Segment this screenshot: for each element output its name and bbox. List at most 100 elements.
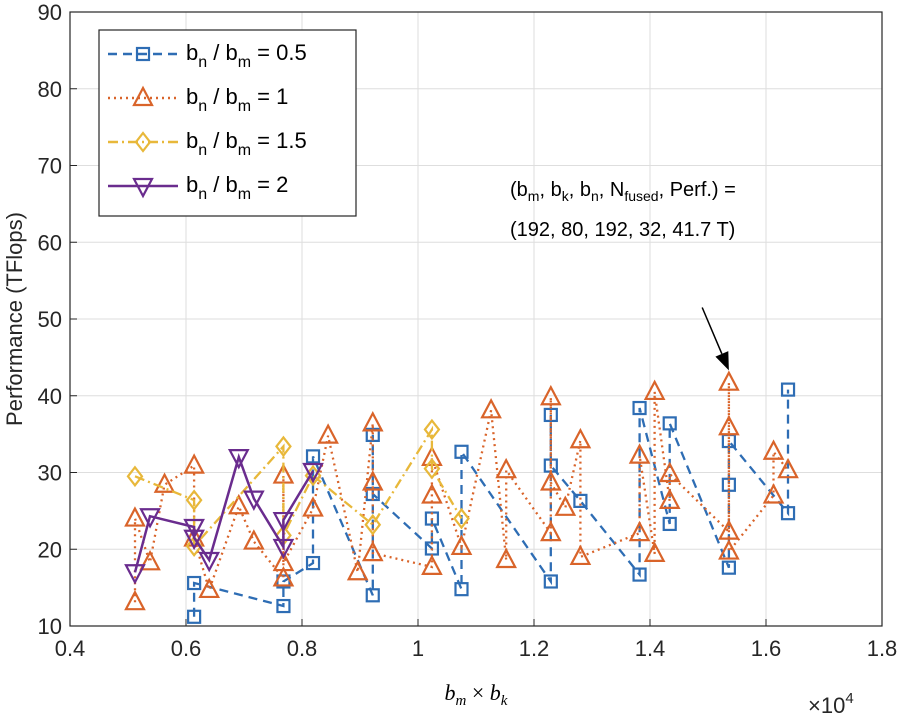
data-point-diamond: [185, 489, 203, 511]
data-point-triangle-up: [243, 529, 265, 550]
y-tick-label: 40: [38, 384, 62, 409]
data-point-square: [135, 46, 151, 62]
data-point-triangle-up: [132, 85, 154, 107]
data-point-triangle-up: [718, 519, 740, 540]
data-point-square: [632, 400, 647, 416]
data-point-square: [662, 416, 677, 431]
data-point-triangle-up: [643, 541, 666, 562]
data-point-diamond: [453, 507, 470, 530]
y-tick-label: 30: [38, 461, 62, 486]
data-point-triangle-up: [569, 427, 592, 449]
data-point-triangle-down: [272, 538, 295, 560]
data-point-square: [365, 588, 380, 603]
data-point-square: [543, 574, 558, 589]
data-point-triangle-up: [539, 520, 562, 542]
data-point-triangle-up: [628, 443, 651, 464]
annotation-line-1: (bm, bk, bn, Nfused, Perf.) =: [510, 179, 736, 204]
data-point-diamond: [364, 513, 382, 536]
data-point-triangle-up: [450, 534, 473, 556]
annot-s3: n: [591, 188, 599, 204]
series-line: [192, 389, 790, 617]
data-point-triangle-up: [139, 549, 161, 571]
data-point-triangle-up: [643, 379, 666, 401]
ticks: 0.4 0.6 0.8 1 1.2 1.4 1.6 1.8 10 20 30 40 50 60 70 80 90: [38, 0, 897, 661]
data-point-triangle-up: [183, 453, 205, 474]
data-point-triangle-up: [272, 566, 295, 587]
x-scale-exponent: ×104: [808, 690, 854, 717]
data-point-square: [721, 560, 736, 575]
data-point-square: [780, 382, 796, 397]
data-point-triangle-down: [243, 490, 265, 511]
data-point-diamond: [126, 465, 144, 488]
data-point-triangle-up: [361, 411, 384, 432]
x-tick-label: 1.6: [751, 636, 782, 661]
data-point-square: [305, 449, 321, 464]
x-tick-label: 1.2: [519, 636, 550, 661]
data-point-diamond: [134, 131, 152, 153]
annot-p4: , N: [599, 179, 625, 201]
data-point-triangle-up: [421, 483, 443, 504]
data-point-triangle-up: [539, 470, 562, 491]
data-point-triangle-up: [361, 470, 384, 491]
annot-p2: , b: [539, 179, 561, 201]
data-point-triangle-up: [124, 506, 146, 527]
data-point-square: [573, 493, 588, 508]
legend-entry-2: bn / bm = 1.5: [108, 128, 307, 159]
series-layer: [124, 370, 799, 624]
data-point-diamond: [423, 457, 441, 480]
legend-entry-0: bn / bm = 0.5: [108, 40, 307, 71]
data-point-square: [780, 506, 796, 521]
series-0: [187, 382, 796, 624]
data-point-square: [632, 567, 647, 582]
data-point-square: [305, 555, 321, 571]
x-exponent-base: ×10: [808, 693, 845, 717]
data-point-triangle-up: [480, 397, 502, 419]
data-point-triangle-up: [718, 539, 740, 560]
y-tick-label: 90: [38, 0, 62, 25]
legend-entry-1: bn / bm = 1: [108, 84, 288, 115]
data-point-triangle-up: [272, 463, 295, 484]
x-axis-label: bm × bk: [445, 680, 508, 709]
x-tick-label: 1.4: [635, 636, 666, 661]
legend-entry-3: bn / bm = 2: [108, 172, 288, 203]
data-point-triangle-down: [132, 177, 154, 199]
data-point-diamond: [275, 435, 292, 458]
data-point-triangle-up: [495, 457, 517, 479]
y-axis-label: Performance (TFlops): [2, 212, 27, 426]
x-tick-label: 1: [412, 636, 424, 661]
annotation-line-2: (192, 80, 192, 32, 41.7 T): [510, 219, 735, 241]
x-tick-label: 0.8: [287, 636, 318, 661]
legend-label: bn / bm = 1.5: [186, 128, 307, 159]
x-label-b1: b: [445, 680, 456, 705]
data-point-triangle-up: [554, 495, 577, 516]
annot-s1: m: [528, 188, 540, 204]
annot-s4: fused: [624, 188, 658, 204]
annotation-arrow-line: [701, 307, 723, 355]
data-point-triangle-down: [302, 462, 324, 484]
legend-label: bn / bm = 0.5: [186, 40, 307, 71]
data-point-triangle-up: [628, 520, 651, 542]
series-3: [124, 449, 324, 585]
series-2: [126, 418, 470, 557]
x-tick-label: 0.4: [55, 636, 86, 661]
data-point-triangle-up: [658, 488, 681, 509]
data-point-triangle-down: [124, 564, 146, 585]
data-point-square: [454, 444, 469, 459]
y-tick-label: 60: [38, 230, 62, 255]
data-point-square: [543, 407, 558, 423]
data-point-triangle-down: [272, 511, 295, 533]
data-point-triangle-up: [762, 439, 785, 460]
data-point-diamond: [423, 418, 441, 441]
x-label-b2: b: [490, 680, 501, 705]
y-tick-label: 80: [38, 77, 62, 102]
y-tick-label: 10: [38, 614, 62, 639]
annot-p5: , Perf.) =: [659, 179, 736, 201]
data-point-triangle-up: [302, 496, 324, 517]
data-point-triangle-up: [495, 547, 517, 569]
x-label-times: ×: [466, 680, 489, 705]
series-line: [134, 425, 463, 550]
data-point-triangle-up: [198, 577, 221, 599]
data-point-triangle-up: [658, 461, 681, 483]
series-1: [124, 370, 799, 611]
